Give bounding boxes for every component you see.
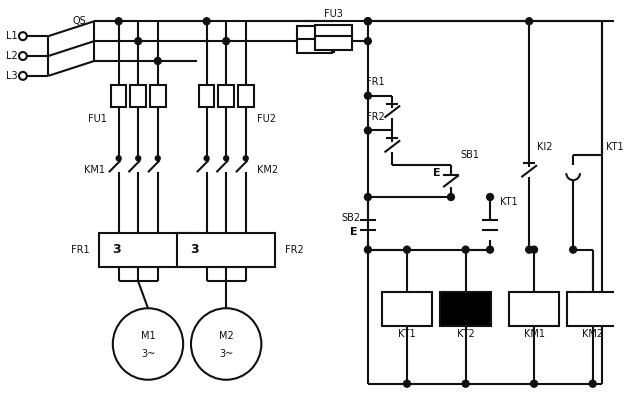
Circle shape <box>404 246 411 253</box>
Bar <box>440 292 491 326</box>
Circle shape <box>136 156 140 161</box>
Circle shape <box>364 38 371 44</box>
Text: E: E <box>350 227 358 237</box>
Circle shape <box>155 156 161 161</box>
Bar <box>567 292 618 326</box>
Circle shape <box>487 246 493 253</box>
Bar <box>130 85 146 107</box>
Text: L2: L2 <box>6 51 18 61</box>
Text: SB2: SB2 <box>341 213 360 223</box>
Text: M1: M1 <box>140 331 155 341</box>
Circle shape <box>224 156 229 161</box>
Text: FR2: FR2 <box>366 112 384 122</box>
Text: 3~: 3~ <box>219 349 233 359</box>
Text: FU1: FU1 <box>88 114 107 124</box>
Text: FR2: FR2 <box>285 245 303 255</box>
Bar <box>177 233 275 266</box>
Text: KM2: KM2 <box>582 329 603 339</box>
Bar <box>99 233 197 266</box>
Circle shape <box>115 18 122 25</box>
Bar <box>199 85 214 107</box>
Circle shape <box>448 194 455 200</box>
Text: FR1: FR1 <box>366 77 384 87</box>
Text: E: E <box>433 168 441 178</box>
Circle shape <box>364 92 371 99</box>
Circle shape <box>154 58 161 64</box>
Circle shape <box>570 246 577 253</box>
Bar <box>315 36 352 50</box>
Circle shape <box>364 246 371 253</box>
Text: QS: QS <box>73 16 87 26</box>
Circle shape <box>589 380 596 387</box>
Text: 3~: 3~ <box>141 349 155 359</box>
Text: M2: M2 <box>219 331 233 341</box>
Bar <box>297 26 332 40</box>
Text: FR1: FR1 <box>71 245 90 255</box>
Text: KM1: KM1 <box>524 329 544 339</box>
Circle shape <box>364 127 371 134</box>
Text: KT1: KT1 <box>500 197 517 207</box>
Text: KM1: KM1 <box>84 165 105 175</box>
Circle shape <box>462 246 469 253</box>
Bar <box>238 85 253 107</box>
Circle shape <box>404 380 411 387</box>
Circle shape <box>135 38 142 44</box>
Circle shape <box>364 18 371 25</box>
Text: KT2: KT2 <box>456 329 475 339</box>
Text: KM2: KM2 <box>258 165 278 175</box>
Text: 3: 3 <box>112 243 121 256</box>
Bar <box>315 25 352 39</box>
Circle shape <box>364 18 371 25</box>
Text: KT1: KT1 <box>606 142 624 152</box>
Bar <box>382 292 433 326</box>
Text: L3: L3 <box>6 71 18 81</box>
Circle shape <box>364 194 371 200</box>
Bar <box>297 39 332 53</box>
Text: L1: L1 <box>6 31 18 41</box>
Circle shape <box>243 156 248 161</box>
Bar <box>150 85 166 107</box>
Text: 3: 3 <box>191 243 199 256</box>
Circle shape <box>116 156 121 161</box>
Circle shape <box>525 18 532 25</box>
Circle shape <box>223 38 229 44</box>
Text: FU2: FU2 <box>258 114 277 124</box>
Circle shape <box>525 246 532 253</box>
Text: FU3: FU3 <box>324 9 343 19</box>
Circle shape <box>530 380 537 387</box>
Bar <box>111 85 127 107</box>
Text: KI2: KI2 <box>537 142 552 152</box>
Bar <box>508 292 559 326</box>
Bar <box>218 85 234 107</box>
Text: KT1: KT1 <box>398 329 416 339</box>
Circle shape <box>462 380 469 387</box>
Text: SB1: SB1 <box>461 150 480 160</box>
Circle shape <box>204 156 209 161</box>
Circle shape <box>487 194 493 200</box>
Circle shape <box>530 246 537 253</box>
Circle shape <box>203 18 210 25</box>
